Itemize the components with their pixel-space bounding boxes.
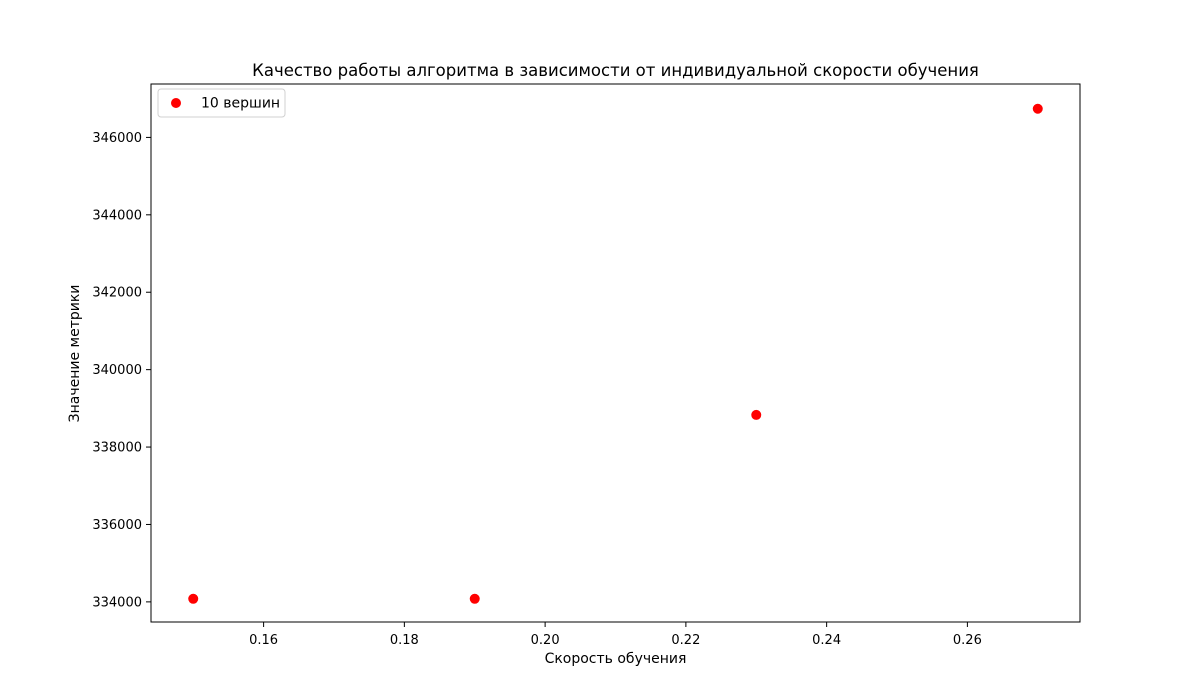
legend-marker <box>171 98 181 108</box>
legend-label: 10 вершин <box>201 96 280 112</box>
x-axis-label: Скорость обучения <box>545 651 687 667</box>
data-point <box>469 593 480 604</box>
y-axis-label: Значение метрики <box>67 285 83 423</box>
data-point <box>188 593 199 604</box>
y-tick-label: 342000 <box>92 286 142 301</box>
plot-frame <box>150 83 1081 623</box>
y-tick-label: 336000 <box>92 518 142 533</box>
x-tick-label: 0.18 <box>390 633 419 648</box>
data-point <box>751 409 762 420</box>
y-tick-label: 344000 <box>92 208 142 223</box>
legend: 10 вершин <box>157 88 286 118</box>
x-tick-label: 0.16 <box>249 633 278 648</box>
chart-title: Качество работы алгоритма в зависимости … <box>252 61 979 80</box>
plot-area: 0.16 0.18 0.20 0.22 0.24 0.26 334000 336000 3380… <box>92 83 1081 648</box>
y-tick-label: 338000 <box>92 441 142 456</box>
x-tick-label: 0.26 <box>953 633 982 648</box>
legend-box <box>157 88 286 118</box>
y-tick-label: 346000 <box>92 131 142 146</box>
data-point <box>1032 103 1043 114</box>
y-tick-label: 334000 <box>92 595 142 610</box>
y-tick-label: 340000 <box>92 363 142 378</box>
x-tick-label: 0.22 <box>671 633 700 648</box>
x-tick-label: 0.24 <box>812 633 841 648</box>
x-tick-label: 0.20 <box>531 633 560 648</box>
